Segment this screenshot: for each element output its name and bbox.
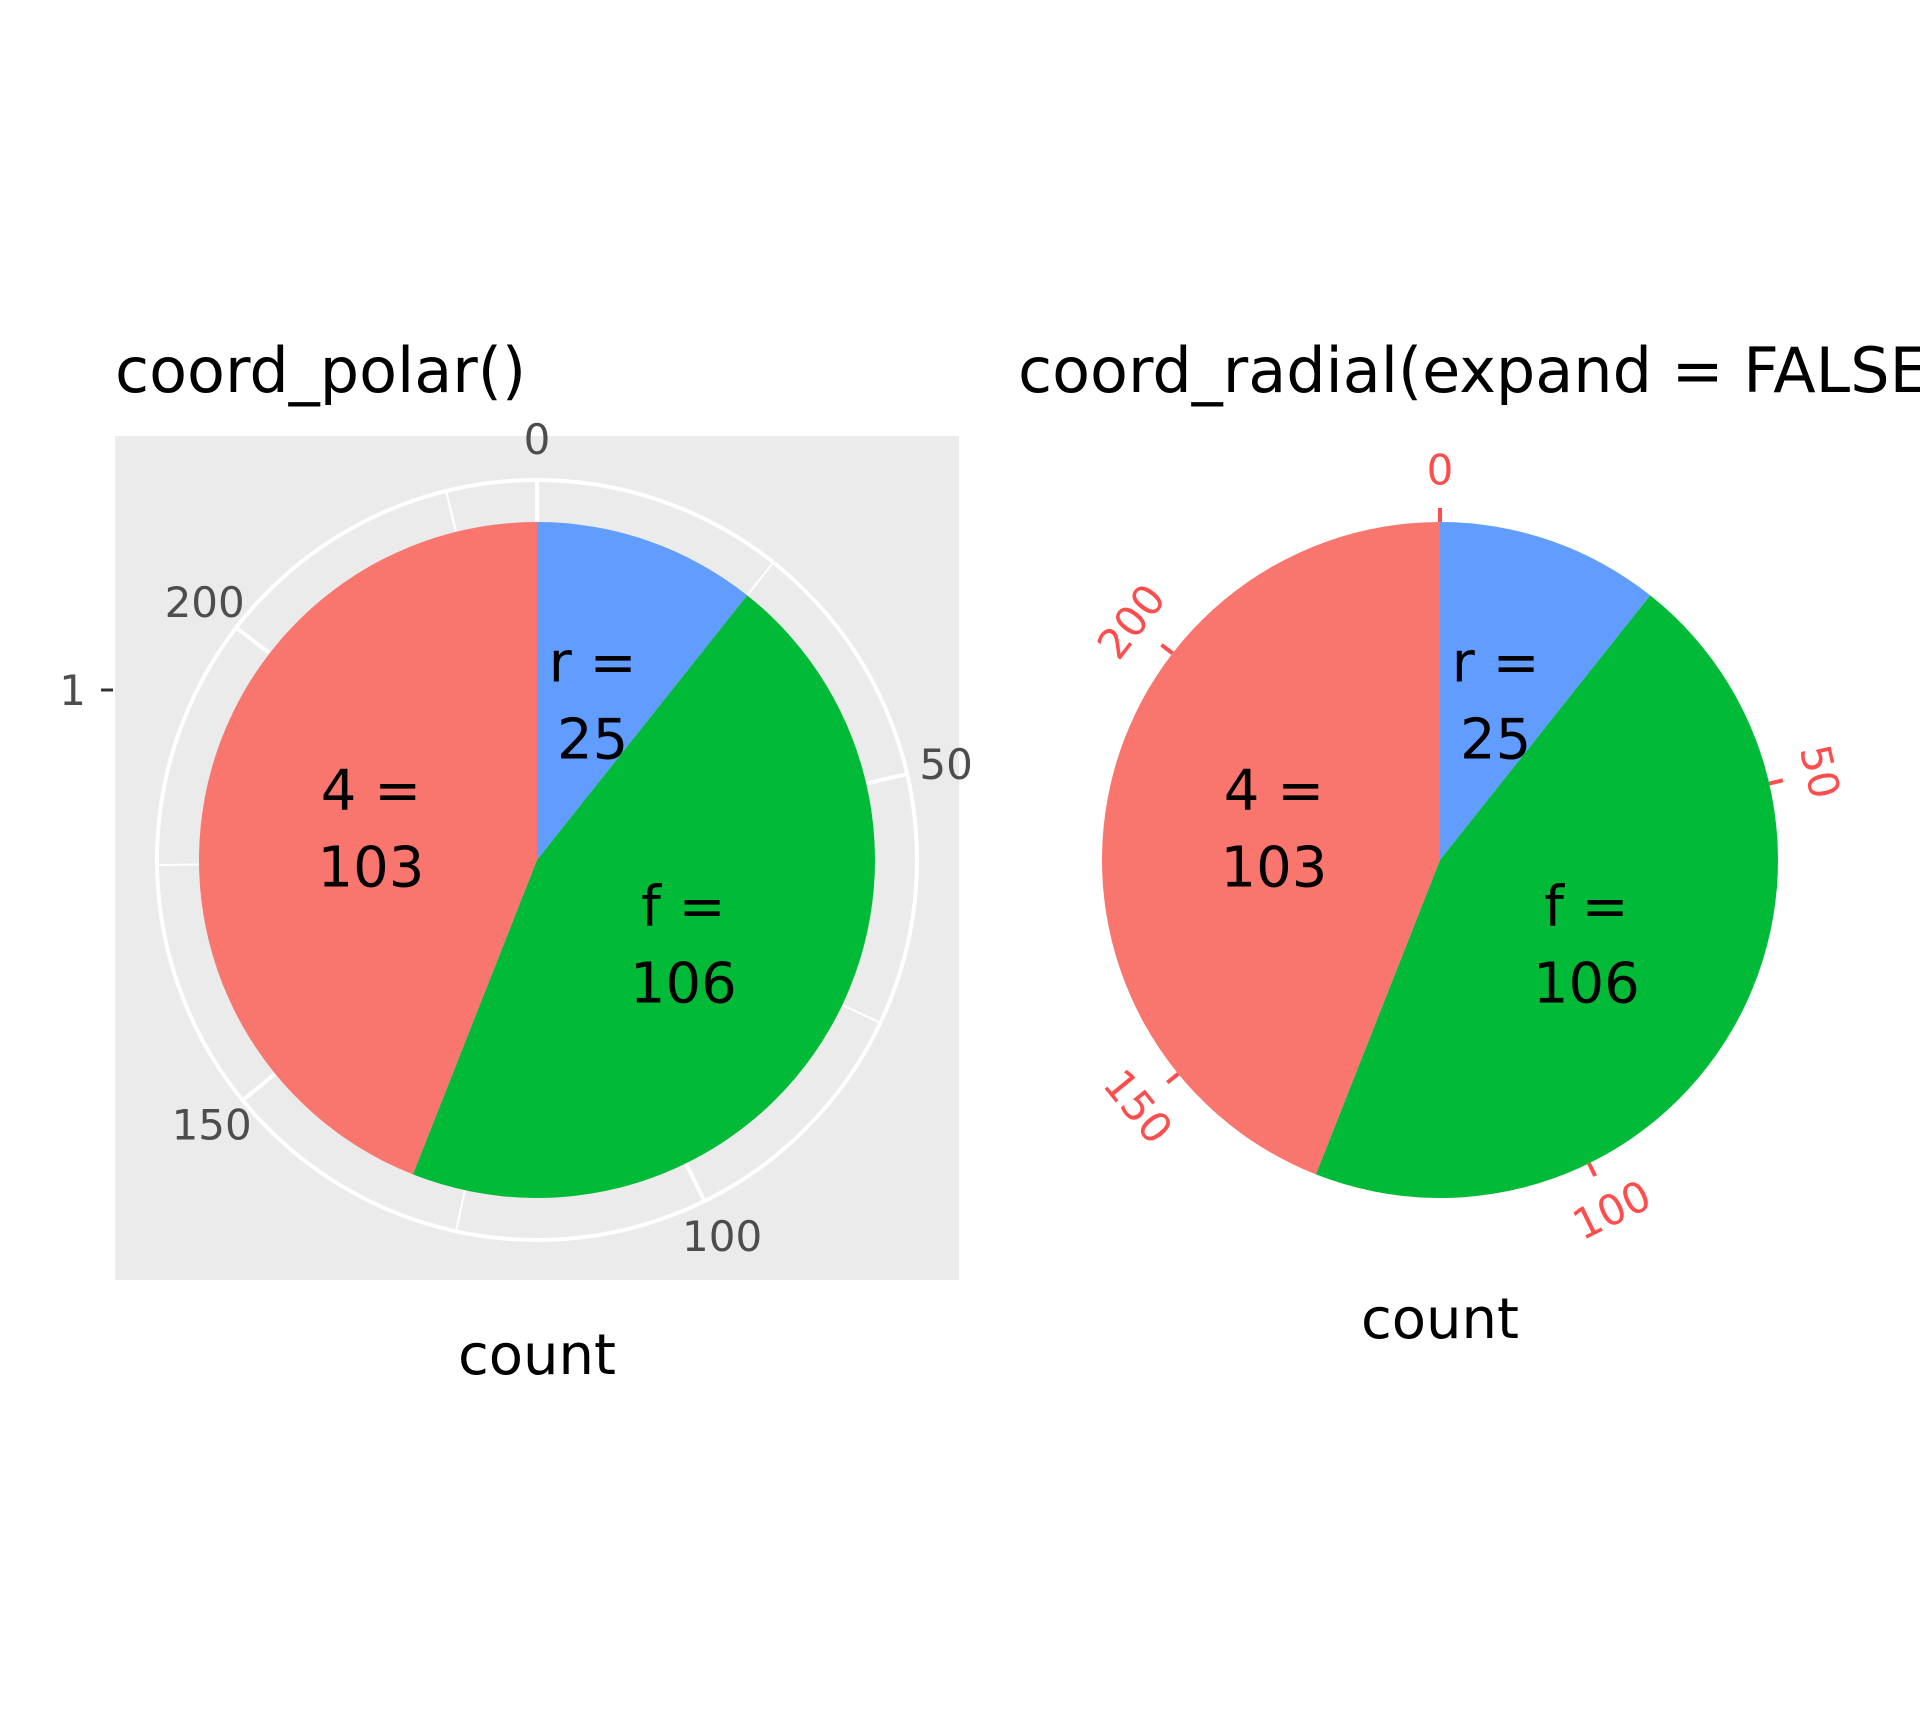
polar-grid-spoke-major [865,772,908,786]
polar-theta-tick-label-200: 200 [165,578,245,627]
polar-grid-spoke-major [684,1162,707,1202]
radial-chart-panel: coord_radial(expand = FALSE) 0 50 100 150 20… [1018,334,1920,1352]
radial-theta-tick-mark-50 [1768,778,1784,786]
radial-slice-f [1315,595,1778,1199]
polar-slice-labels: r = 25 f = 106 4 = 103 [318,630,737,1016]
polar-grid-spoke-major [235,626,271,655]
polar-slice-f [412,595,875,1199]
radial-chart-title: coord_radial(expand = FALSE) [1018,334,1920,407]
radial-slice-r [1440,522,1651,860]
polar-chart-title: coord_polar() [115,334,526,407]
polar-grid [155,478,919,1242]
polar-slice-label-4-top: 4 = [321,758,421,823]
radial-x-axis-title: count [1361,1287,1519,1352]
radial-slice-labels: r = 25 f = 106 4 = 103 [1221,630,1640,1016]
polar-slices [198,522,875,1199]
radial-slice-label-f-bottom: 106 [1533,952,1640,1017]
polar-slice-label-f-top: f = [641,875,725,940]
polar-theta-tick-label-50: 50 [919,740,972,789]
radial-slice-label-4-top: 4 = [1224,758,1324,823]
radial-theta-tick-mark-100 [1587,1162,1597,1177]
radial-slice-label-4-bottom: 103 [1221,835,1328,900]
polar-slice-r [537,522,748,860]
radial-theta-tick-label-100: 100 [1565,1170,1659,1249]
polar-theta-tick-label-150: 150 [172,1101,252,1150]
radial-theta-tick-label-200: 200 [1087,575,1175,668]
polar-theta-tick-label-100: 100 [682,1212,762,1261]
polar-x-axis-title: count [458,1323,616,1388]
polar-slice-label-4-bottom: 103 [318,835,425,900]
radial-theta-tick-label-50: 50 [1790,740,1850,803]
radial-slice-label-f-top: f = [1544,875,1628,940]
radial-theta-tick-label-150: 150 [1094,1060,1183,1153]
polar-grid-spoke-minor [445,490,458,533]
polar-grid-spoke-minor [841,1003,881,1024]
polar-slice-label-r-top: r = [549,630,637,695]
polar-theta-ticks: 0 50 100 150 200 [165,415,973,1261]
polar-slice-label-r-bottom: 25 [557,707,628,772]
polar-slice-label-f-bottom: 106 [630,952,737,1017]
radial-theta-tick-mark-150 [1166,1072,1180,1085]
polar-grid-spoke-minor [746,561,775,596]
polar-slice-4 [198,522,538,1175]
polar-r-tick-label: 1 [59,666,86,715]
polar-grid-spoke-minor [455,1190,466,1232]
radial-slice-4 [1101,522,1440,1175]
radial-slice-label-r-bottom: 25 [1460,707,1531,772]
radial-theta-tick-mark-200 [1160,643,1174,655]
polar-grid-spoke-major [241,1072,277,1102]
polar-grid-spoke-minor [157,863,200,867]
polar-theta-tick-label-0: 0 [524,415,551,464]
radial-theta-tick-label-0: 0 [1427,446,1454,495]
polar-chart-panel: coord_polar() 0 50 100 150 200 r = 25 f = 106 4 … [59,334,973,1388]
radial-slice-label-r-top: r = [1452,630,1540,695]
radial-slices [1101,522,1778,1199]
